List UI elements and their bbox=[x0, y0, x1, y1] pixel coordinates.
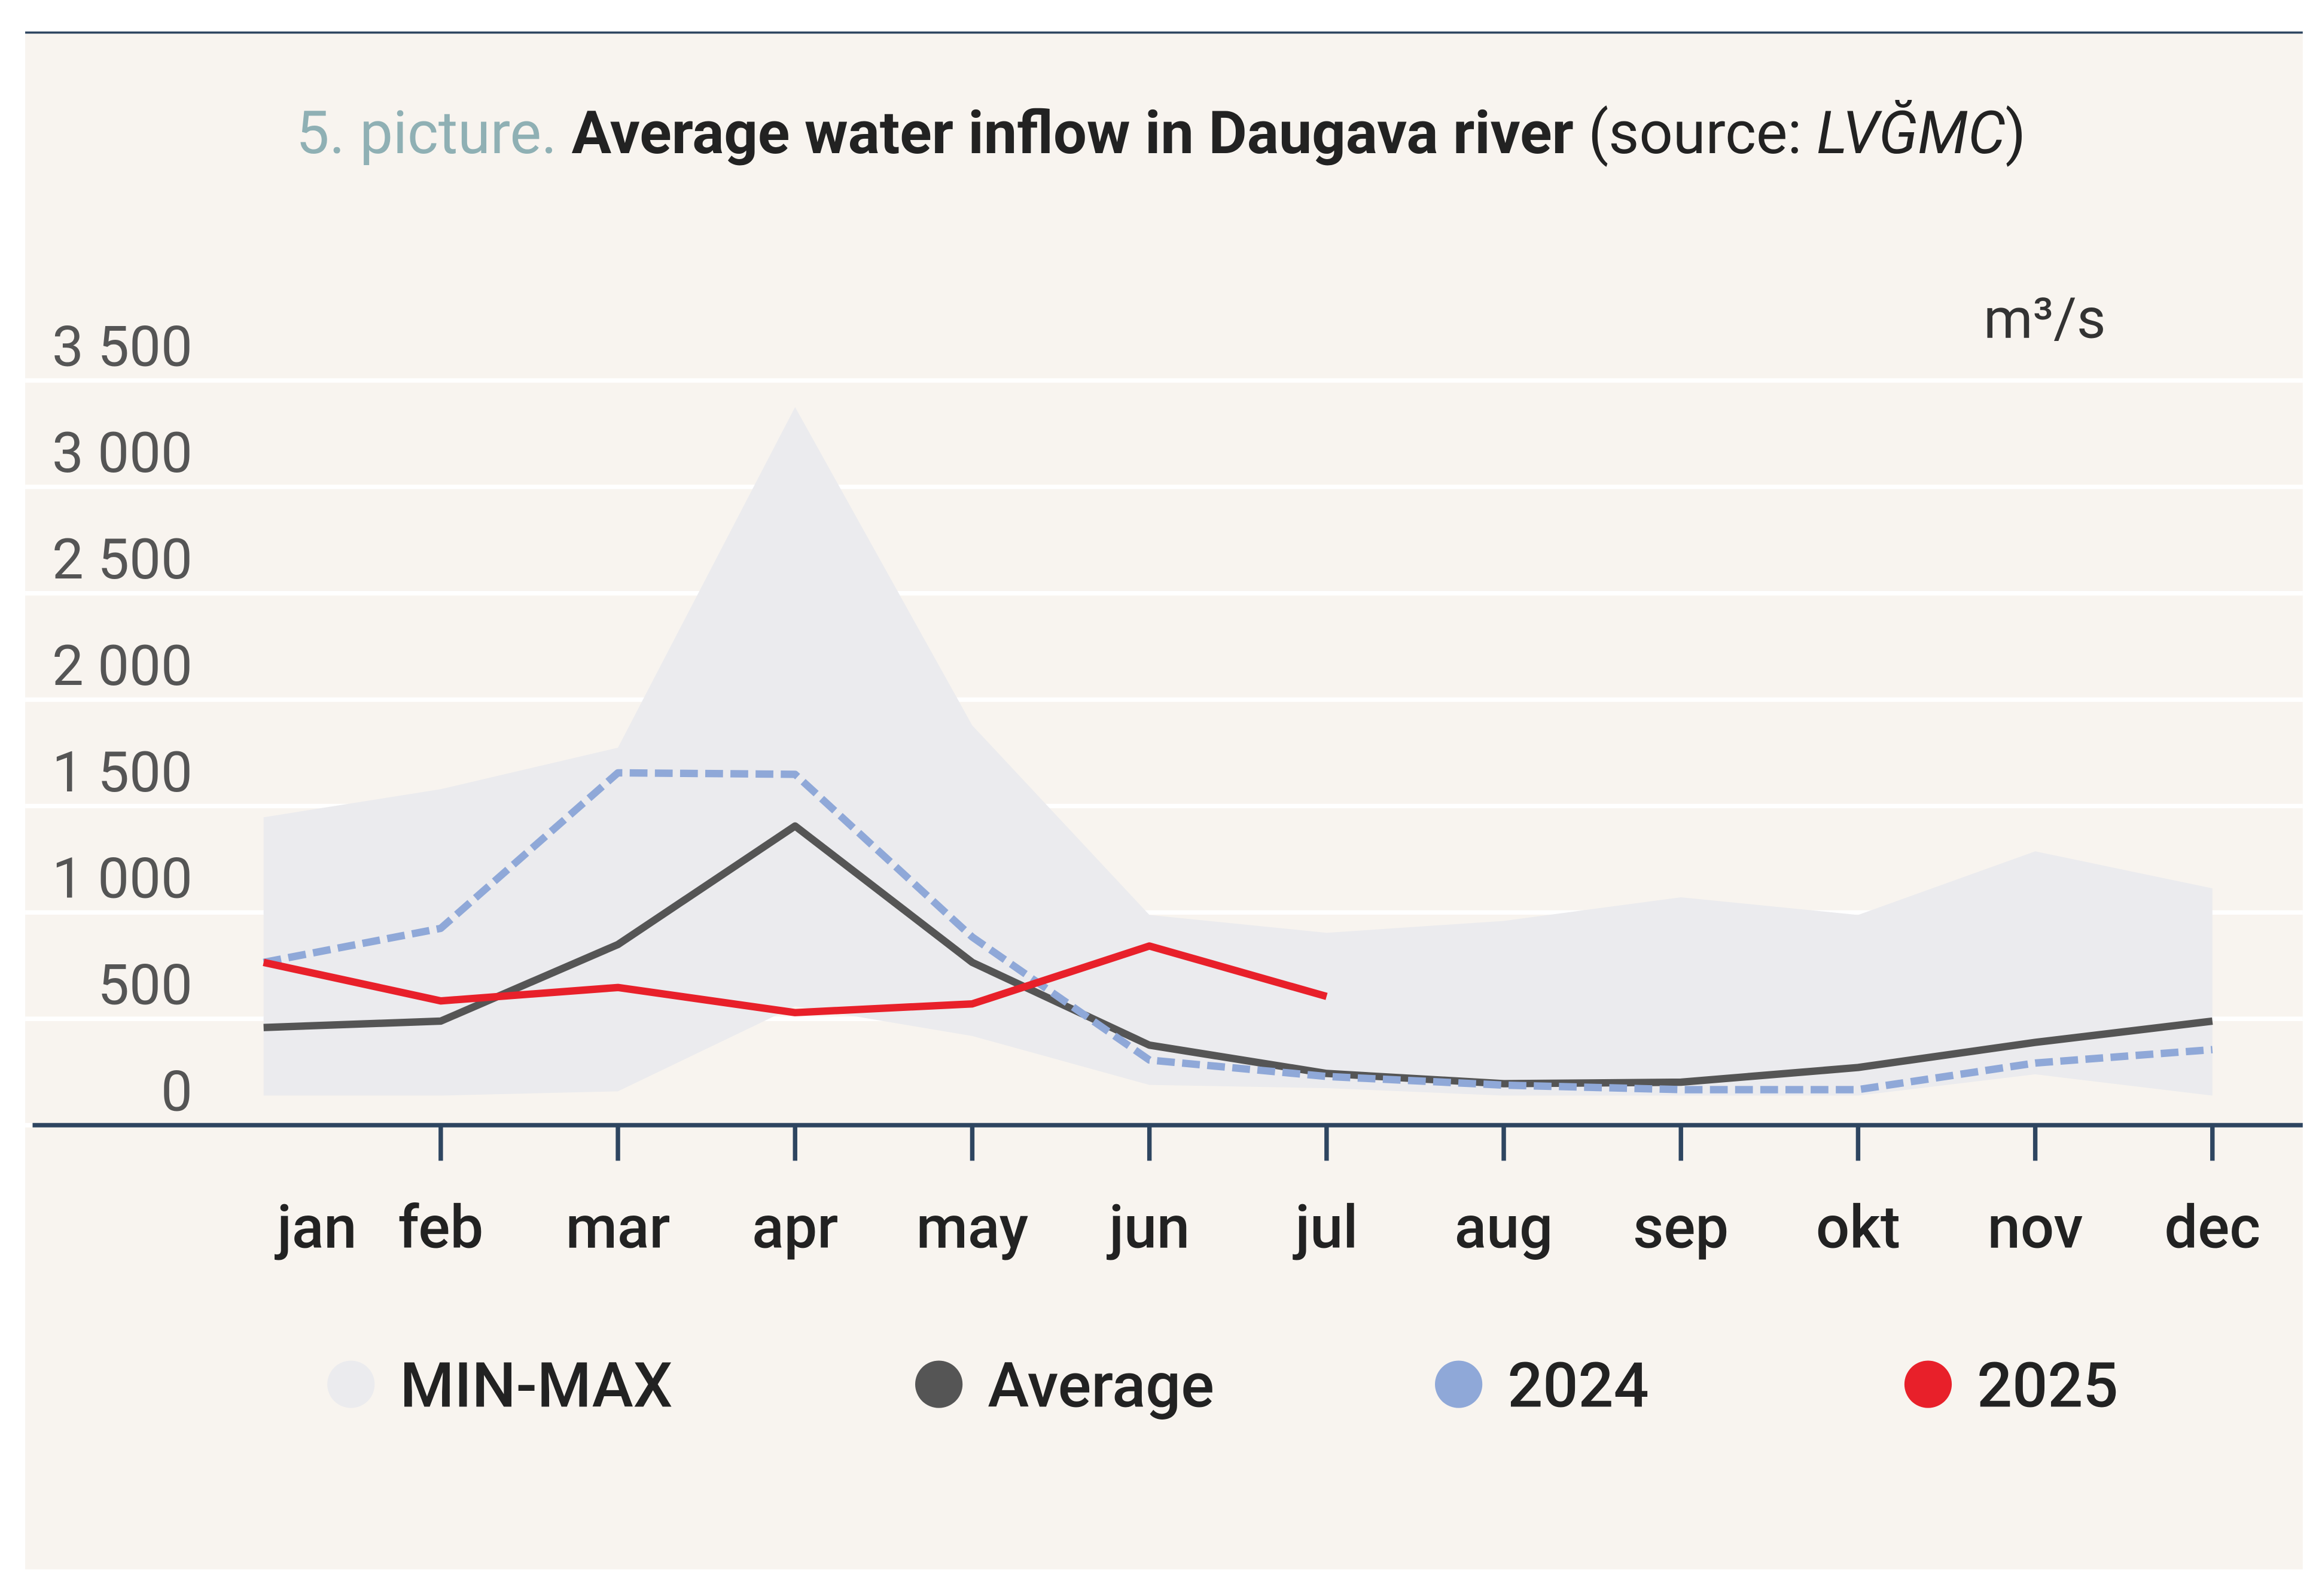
y-tick-label: 500 bbox=[97, 952, 193, 1018]
title-main: Average water inflow in Daugava river bbox=[572, 99, 1574, 168]
x-tick-label: nov bbox=[1988, 1193, 2083, 1262]
legend-label: Average bbox=[988, 1350, 1214, 1422]
series-line bbox=[263, 822, 2213, 1088]
legend-label: 2024 bbox=[1507, 1350, 1648, 1422]
x-tick-label: dec bbox=[2165, 1193, 2261, 1262]
x-tick-label: feb bbox=[398, 1193, 483, 1262]
y-tick-label: 2 000 bbox=[52, 633, 193, 699]
legend-swatch bbox=[915, 1360, 963, 1408]
x-tick-label: may bbox=[916, 1193, 1028, 1262]
source: LVĞMC bbox=[1817, 99, 2006, 168]
source-open: (source: bbox=[1588, 99, 1817, 168]
legend-swatch bbox=[1904, 1360, 1952, 1408]
x-tick-label: jun bbox=[1106, 1193, 1190, 1262]
y-tick-label: 3 500 bbox=[52, 313, 193, 379]
unit-label: m³/s bbox=[1983, 285, 2105, 351]
y-tick-label: 0 bbox=[161, 1058, 193, 1124]
source-close: ) bbox=[2006, 99, 2026, 168]
legend-label: 2025 bbox=[1977, 1350, 2118, 1422]
x-tick-label: jul bbox=[1292, 1193, 1358, 1262]
x-tick-label: okt bbox=[1816, 1193, 1900, 1262]
legend-label: MIN-MAX bbox=[400, 1350, 672, 1422]
x-tick-label: apr bbox=[752, 1193, 838, 1262]
legend-swatch bbox=[1435, 1360, 1483, 1408]
chart-title: 5. picture. Average water inflow in Daug… bbox=[296, 99, 2026, 168]
x-tick-label: aug bbox=[1455, 1193, 1553, 1262]
series-line bbox=[263, 942, 1328, 1016]
min-max-band bbox=[263, 407, 2213, 1096]
y-tick-label: 1 000 bbox=[52, 846, 193, 912]
series-line bbox=[263, 769, 2213, 1094]
legend-swatch bbox=[327, 1360, 375, 1408]
x-tick-label: sep bbox=[1633, 1193, 1729, 1262]
title-prefix: 5. picture. bbox=[296, 99, 557, 168]
x-tick-label: mar bbox=[566, 1193, 671, 1262]
x-tick-label: jan bbox=[274, 1193, 356, 1262]
y-tick-label: 3 000 bbox=[52, 420, 193, 486]
y-tick-label: 2 500 bbox=[52, 526, 193, 592]
y-tick-label: 1 500 bbox=[52, 739, 193, 805]
